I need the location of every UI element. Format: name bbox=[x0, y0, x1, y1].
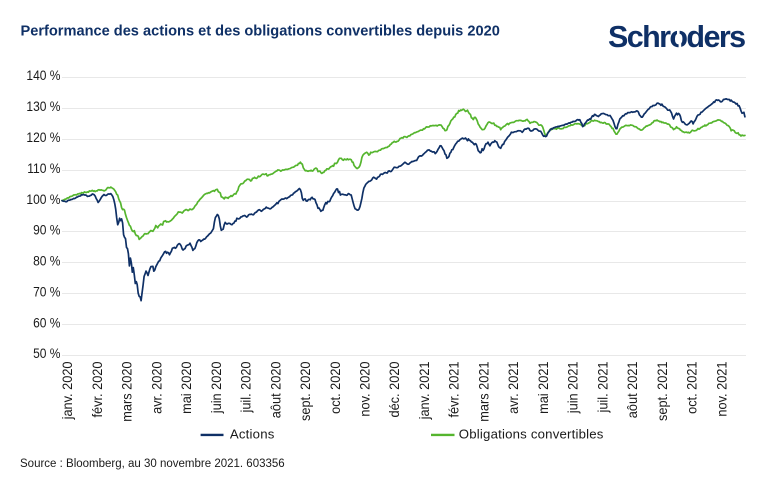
svg-text:110 %: 110 % bbox=[27, 160, 60, 176]
svg-text:févr. 2020: févr. 2020 bbox=[89, 361, 105, 417]
svg-text:100 %: 100 % bbox=[26, 191, 60, 207]
svg-text:Obligations convertibles: Obligations convertibles bbox=[459, 427, 604, 442]
svg-text:juin 2021: juin 2021 bbox=[565, 361, 581, 414]
svg-text:juil. 2021: juil. 2021 bbox=[594, 361, 610, 413]
svg-text:80 %: 80 % bbox=[33, 253, 60, 269]
svg-text:90 %: 90 % bbox=[33, 222, 60, 238]
svg-text:juin 2020: juin 2020 bbox=[208, 361, 224, 414]
svg-text:déc. 2020: déc. 2020 bbox=[386, 361, 402, 417]
svg-text:janv. 2021: janv. 2021 bbox=[416, 361, 432, 420]
svg-text:janv. 2020: janv. 2020 bbox=[59, 361, 75, 420]
svg-text:mars 2021: mars 2021 bbox=[476, 361, 492, 421]
svg-text:sept. 2020: sept. 2020 bbox=[297, 361, 313, 421]
svg-text:févr. 2021: févr. 2021 bbox=[446, 361, 462, 417]
svg-text:juil. 2020: juil. 2020 bbox=[238, 361, 254, 413]
svg-text:60 %: 60 % bbox=[33, 314, 60, 330]
svg-text:sept. 2021: sept. 2021 bbox=[654, 361, 670, 421]
svg-text:70 %: 70 % bbox=[33, 283, 60, 299]
svg-text:Actions: Actions bbox=[230, 427, 275, 442]
svg-text:avr. 2021: avr. 2021 bbox=[505, 361, 521, 414]
svg-text:120 %: 120 % bbox=[26, 129, 60, 145]
svg-text:nov. 2021: nov. 2021 bbox=[713, 361, 729, 416]
svg-text:avr. 2020: avr. 2020 bbox=[148, 361, 164, 414]
svg-text:mars 2020: mars 2020 bbox=[119, 361, 135, 421]
svg-text:Performance des actions et des: Performance des actions et des obligatio… bbox=[21, 24, 500, 40]
svg-text:aôut 2021: aôut 2021 bbox=[624, 361, 640, 418]
svg-text:Schroders: Schroders bbox=[608, 20, 745, 54]
svg-text:140 %: 140 % bbox=[26, 67, 60, 83]
svg-text:oct. 2020: oct. 2020 bbox=[327, 361, 343, 414]
svg-text:mai 2021: mai 2021 bbox=[535, 361, 551, 414]
svg-text:mai 2020: mai 2020 bbox=[178, 361, 194, 414]
svg-text:nov. 2020: nov. 2020 bbox=[357, 361, 373, 416]
svg-text:aôut 2020: aôut 2020 bbox=[267, 361, 283, 418]
svg-text:130 %: 130 % bbox=[26, 98, 60, 114]
svg-text:50 %: 50 % bbox=[33, 345, 60, 361]
svg-text:Source : Bloomberg, au 30 nove: Source : Bloomberg, au 30 novembre 2021.… bbox=[20, 458, 285, 470]
svg-text:oct. 2021: oct. 2021 bbox=[684, 361, 700, 414]
